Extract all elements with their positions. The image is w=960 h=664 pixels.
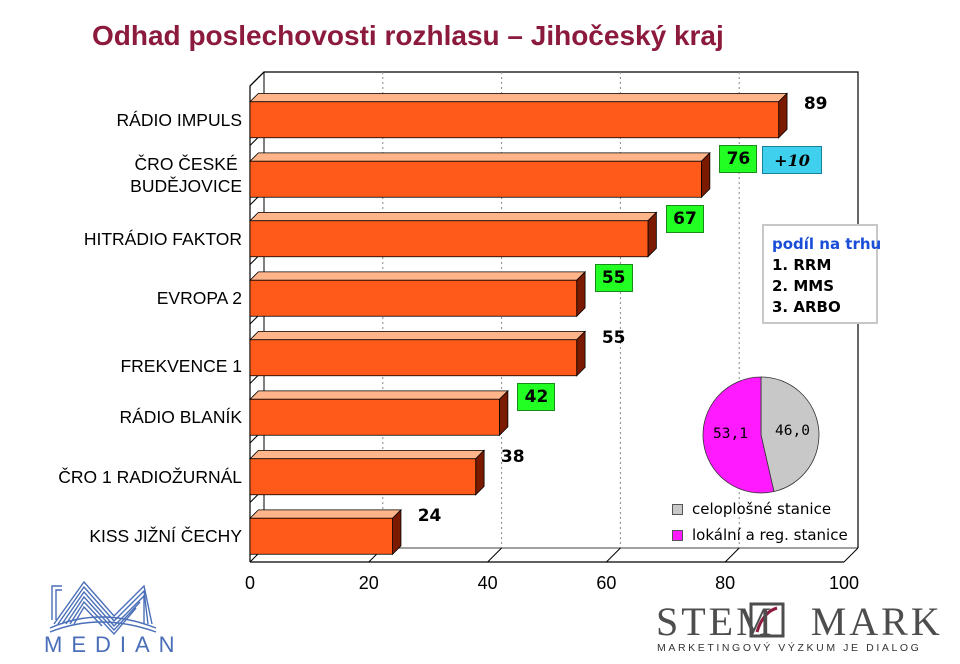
pie-legend-item: celoplošné stanice	[672, 500, 831, 518]
stemmark-tagline: MARKETINGOVÝ VÝZKUM JE DIALOG	[657, 642, 922, 654]
category-label: EVROPA 2	[156, 288, 242, 309]
bar-top	[249, 152, 711, 162]
category-label: ČRO ČESKÉ BUDĚJOVICE	[130, 154, 242, 197]
market-share-item: 3. ARBO	[772, 298, 841, 316]
bar-side	[778, 92, 788, 139]
bar-side	[499, 389, 509, 437]
data-label: 55	[601, 327, 626, 348]
data-label: 38	[500, 446, 525, 467]
bar	[249, 398, 500, 436]
x-tick-label: 60	[596, 573, 617, 593]
x-tick-label: 80	[715, 573, 736, 593]
pie-value-label: 46,0	[775, 423, 810, 439]
floor-gridline	[724, 547, 740, 563]
bar	[249, 220, 649, 258]
stemmark-logo	[749, 602, 785, 638]
floor-gridline	[487, 547, 502, 563]
category-label: ČRO 1 RADIOŽURNÁL	[58, 466, 242, 487]
category-label: RÁDIO BLANÍK	[119, 407, 242, 428]
bar	[249, 339, 578, 377]
legend-swatch	[672, 529, 683, 541]
bar	[249, 458, 477, 496]
bar-side	[576, 270, 586, 318]
bar-top	[249, 449, 486, 460]
bar-side	[647, 211, 657, 258]
data-label: 42	[517, 383, 556, 412]
bar	[249, 101, 780, 139]
bar-top	[249, 211, 658, 222]
floor-gridline	[606, 547, 621, 563]
x-tick-label: 40	[477, 573, 498, 593]
annotation-badge: +10	[762, 146, 822, 174]
bar-side	[576, 330, 586, 377]
stemmark-logo-text: STEM MARK	[656, 599, 943, 644]
pie-slice	[760, 376, 820, 493]
pie-value-label: 53,1	[713, 426, 748, 442]
category-label: FREKVENCE 1	[120, 355, 242, 376]
median-logo-text: MEDIAN	[44, 632, 184, 657]
market-share-title: podíl na trhu	[772, 235, 882, 253]
data-label: 24	[417, 506, 442, 527]
data-label: 67	[665, 204, 704, 233]
pie-legend-label: lokální a reg. stanice	[692, 526, 848, 544]
floor-right-edge	[843, 547, 859, 563]
category-label: RÁDIO IMPULS	[116, 109, 242, 130]
chart-title: Odhad poslechovosti rozhlasu – Jihočeský…	[92, 20, 724, 51]
category-tick	[249, 71, 265, 87]
x-tick-label: 20	[358, 573, 379, 593]
data-label: 55	[594, 264, 633, 293]
pie-legend-item: lokální a reg. stanice	[672, 526, 848, 544]
median-logo	[49, 580, 157, 636]
bar-top	[249, 92, 789, 103]
bar-top	[249, 390, 509, 400]
pie-legend-label: celoplošné stanice	[692, 500, 832, 518]
x-tick-label: 0	[244, 573, 255, 593]
market-share-item: 2. MMS	[772, 277, 835, 295]
data-label: 76	[719, 145, 758, 174]
pie-chart	[702, 376, 820, 494]
legend-swatch	[672, 503, 683, 515]
bar-side	[701, 151, 711, 199]
pie-slice	[702, 376, 775, 494]
data-label: 89	[803, 93, 828, 114]
market-share-box: podíl na trhu 1. RRM 2. MMS 3. ARBO	[762, 224, 882, 324]
bar	[249, 279, 578, 317]
x-tick-label: 100	[828, 573, 860, 593]
bar-top	[249, 509, 402, 519]
bar-top	[249, 330, 587, 341]
bars	[249, 92, 789, 556]
market-share-item: 1. RRM	[772, 256, 832, 274]
bar-top	[249, 271, 587, 281]
category-label: HITRÁDIO FAKTOR	[83, 228, 242, 249]
bar	[249, 160, 702, 198]
bar-side	[392, 508, 402, 556]
bar-side	[475, 449, 485, 496]
category-label: KISS JIŽNÍ ČECHY	[89, 526, 242, 547]
bar	[249, 517, 393, 555]
